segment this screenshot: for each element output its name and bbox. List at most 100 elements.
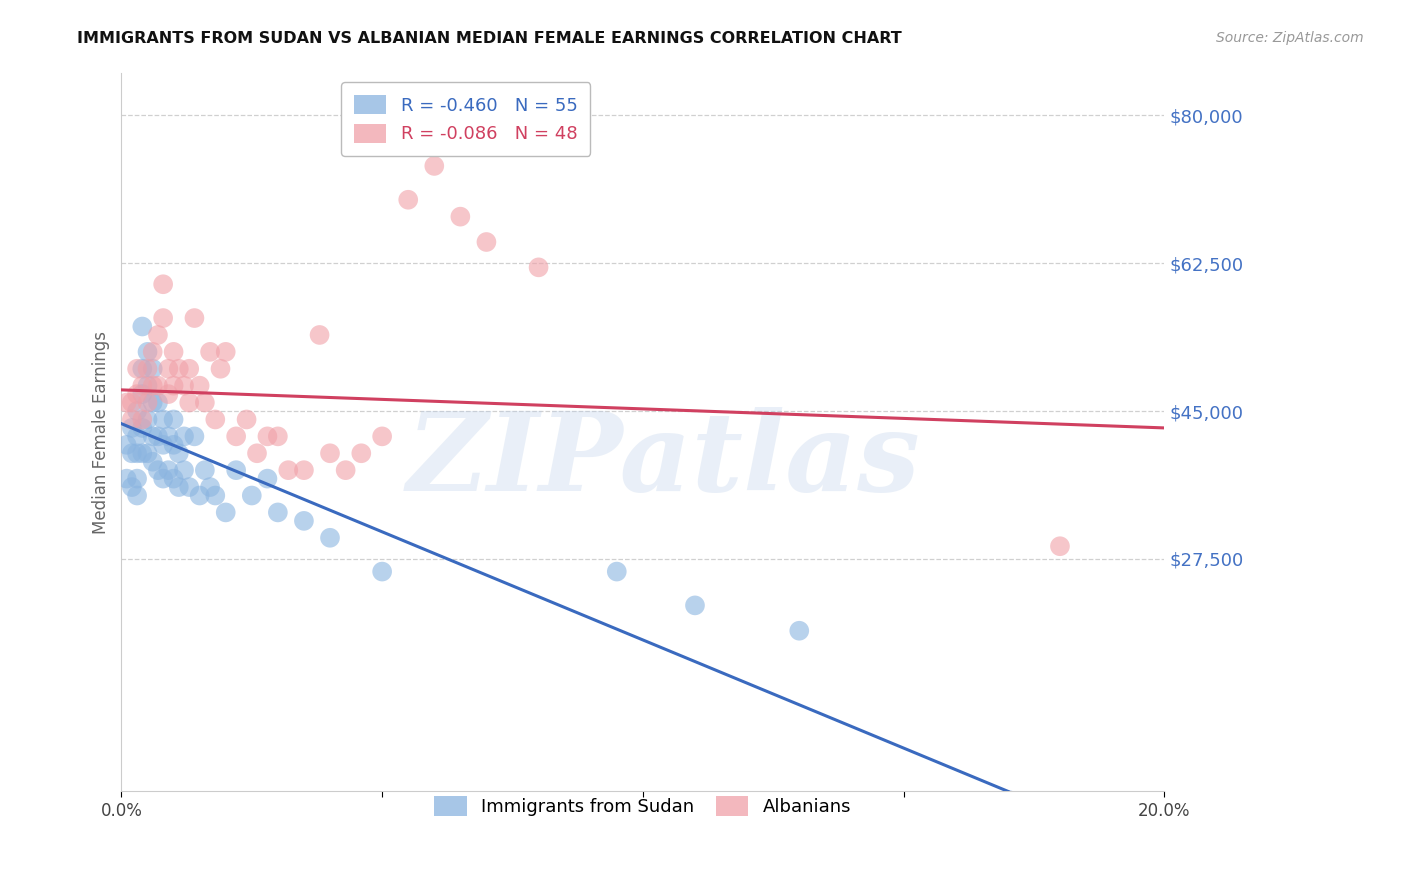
Point — [267, 429, 290, 443]
Point — [215, 344, 238, 359]
Point — [215, 505, 238, 519]
Point — [209, 361, 232, 376]
Point — [142, 378, 165, 392]
Legend: Immigrants from Sudan, Albanians: Immigrants from Sudan, Albanians — [425, 788, 860, 825]
Point — [152, 438, 174, 452]
Point — [142, 455, 165, 469]
Point — [131, 319, 153, 334]
Point — [350, 446, 373, 460]
Point — [115, 438, 138, 452]
Point — [121, 395, 143, 409]
Point — [162, 412, 184, 426]
Point — [125, 429, 148, 443]
Point — [188, 489, 211, 503]
Point — [683, 599, 706, 613]
Point — [246, 446, 269, 460]
Point — [183, 311, 205, 326]
Point — [194, 463, 217, 477]
Point — [204, 412, 226, 426]
Point — [198, 344, 221, 359]
Point — [136, 412, 159, 426]
Text: Source: ZipAtlas.com: Source: ZipAtlas.com — [1216, 31, 1364, 45]
Point — [142, 395, 165, 409]
Point — [131, 378, 153, 392]
Point — [115, 395, 138, 409]
Point — [146, 463, 169, 477]
Point — [131, 446, 153, 460]
Point — [183, 429, 205, 443]
Point — [319, 446, 342, 460]
Point — [527, 260, 550, 275]
Point — [115, 472, 138, 486]
Point — [152, 472, 174, 486]
Point — [204, 489, 226, 503]
Point — [371, 429, 394, 443]
Point — [121, 446, 143, 460]
Point — [125, 446, 148, 460]
Point — [152, 412, 174, 426]
Point — [125, 489, 148, 503]
Point — [146, 378, 169, 392]
Point — [157, 387, 180, 401]
Point — [125, 387, 148, 401]
Point — [449, 210, 471, 224]
Text: IMMIGRANTS FROM SUDAN VS ALBANIAN MEDIAN FEMALE EARNINGS CORRELATION CHART: IMMIGRANTS FROM SUDAN VS ALBANIAN MEDIAN… — [77, 31, 903, 46]
Point — [146, 395, 169, 409]
Point — [136, 378, 159, 392]
Y-axis label: Median Female Earnings: Median Female Earnings — [93, 331, 110, 533]
Point — [292, 463, 315, 477]
Point — [475, 235, 498, 249]
Point — [335, 463, 357, 477]
Point — [173, 378, 195, 392]
Point — [157, 463, 180, 477]
Point — [162, 378, 184, 392]
Point — [121, 480, 143, 494]
Point — [152, 311, 174, 326]
Point — [198, 480, 221, 494]
Point — [136, 446, 159, 460]
Point — [194, 395, 217, 409]
Point — [423, 159, 446, 173]
Point — [267, 505, 290, 519]
Point — [142, 361, 165, 376]
Point — [146, 429, 169, 443]
Point — [371, 565, 394, 579]
Point — [157, 429, 180, 443]
Point — [256, 472, 278, 486]
Point — [121, 412, 143, 426]
Point — [225, 463, 247, 477]
Point — [142, 344, 165, 359]
Point — [240, 489, 263, 503]
Point — [121, 421, 143, 435]
Point — [173, 429, 195, 443]
Point — [277, 463, 299, 477]
Point — [131, 387, 153, 401]
Point — [125, 472, 148, 486]
Point — [131, 361, 153, 376]
Point — [146, 328, 169, 343]
Point — [167, 480, 190, 494]
Point — [125, 404, 148, 418]
Point — [162, 344, 184, 359]
Point — [235, 412, 257, 426]
Point — [136, 361, 159, 376]
Point — [179, 395, 201, 409]
Point — [1049, 539, 1071, 553]
Point — [157, 361, 180, 376]
Point — [179, 361, 201, 376]
Point — [167, 361, 190, 376]
Point — [606, 565, 628, 579]
Point — [292, 514, 315, 528]
Point — [173, 463, 195, 477]
Text: ZIPatlas: ZIPatlas — [406, 407, 921, 515]
Point — [179, 480, 201, 494]
Point — [142, 429, 165, 443]
Point — [136, 395, 159, 409]
Point — [787, 624, 810, 638]
Point — [225, 429, 247, 443]
Point — [162, 472, 184, 486]
Point — [188, 378, 211, 392]
Point — [319, 531, 342, 545]
Point — [167, 446, 190, 460]
Point — [256, 429, 278, 443]
